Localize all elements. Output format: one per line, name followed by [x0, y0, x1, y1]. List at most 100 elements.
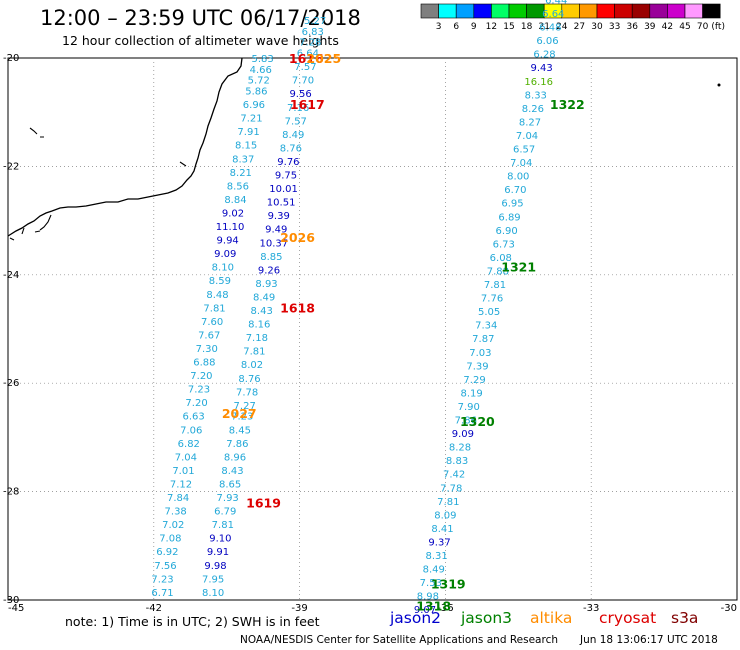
- legend-label: 70: [697, 22, 709, 32]
- wave-height-value: 6.79: [214, 507, 236, 518]
- satellite-jason3: jason3: [461, 609, 513, 627]
- pass-hour-label: 1618: [280, 300, 315, 315]
- wave-height-value: 6.64: [542, 9, 564, 20]
- wave-height-value: 7.81: [203, 303, 225, 314]
- wave-height-value: 6.70: [504, 185, 526, 196]
- coastline-path: [7, 57, 243, 237]
- wave-height-value: 6.82: [178, 439, 200, 450]
- wave-height-value: 8.43: [251, 306, 273, 317]
- wave-height-value: 7.29: [463, 375, 485, 386]
- wave-height-value: 8.33: [525, 90, 547, 101]
- wave-height-value: 7.23: [188, 385, 210, 396]
- pass-hour-label: 2025: [306, 51, 341, 66]
- wave-height-value: 9.91: [207, 547, 229, 558]
- lat-tick-label: -28: [3, 487, 19, 498]
- wave-height-value: 6.88: [193, 358, 215, 369]
- wave-height-value: 8.65: [219, 479, 241, 490]
- wave-height-value: 7.42: [443, 470, 465, 481]
- pass-hour-label: 1616: [289, 51, 324, 66]
- wave-height-value: 5.86: [245, 87, 267, 98]
- wave-height-value: 8.84: [224, 195, 246, 206]
- legend-label: 3: [436, 22, 442, 32]
- wave-height-value: 7.87: [472, 334, 494, 345]
- wave-height-value: 7.81: [212, 520, 234, 531]
- lat-lon-grid: -20-22-24-26-28-30-45 -42 -39 -36 -33 -30: [3, 53, 738, 614]
- color-legend: 3 6 9 12 15 18 21 24 27 30 33 36 39 42 45 70 (ft): [420, 3, 725, 32]
- wave-height-value: 8.56: [227, 181, 249, 192]
- legend-label: 9: [471, 22, 477, 32]
- wave-height-value: 8.49: [423, 565, 445, 576]
- wave-height-value: 7.88: [487, 266, 509, 277]
- pass-hour-label: 1318: [416, 598, 451, 613]
- wave-height-value: 9.09: [214, 249, 236, 260]
- wave-height-value: 6.83: [302, 27, 324, 38]
- wave-height-value: 7.04: [510, 158, 532, 169]
- lon-tick-label: -42: [146, 603, 162, 614]
- wave-height-value: 7.81: [243, 347, 265, 358]
- wave-height-value: 7.01: [172, 466, 194, 477]
- satellite-cryosat: cryosat: [599, 609, 657, 627]
- page-subtitle: 12 hour collection of altimeter wave hei…: [62, 33, 339, 48]
- wave-height-value: 5.05: [478, 307, 500, 318]
- wave-height-value: 8.16: [248, 320, 270, 331]
- wave-height-value: 8.15: [235, 141, 257, 152]
- wave-height-value: 7.21: [240, 114, 262, 125]
- wave-height-value: 6.28: [533, 50, 555, 61]
- wave-height-value: 7.86: [455, 416, 477, 427]
- wave-height-value: 5.83: [252, 54, 274, 65]
- wave-height-value: 8.10: [212, 263, 234, 274]
- wave-height-value: 8.83: [446, 456, 468, 467]
- wave-height-value: 9.56: [289, 89, 311, 100]
- pass-hour-label: 1322: [550, 97, 585, 112]
- wave-height-value: 8.02: [241, 360, 263, 371]
- pass-hour-label: 2027: [222, 406, 257, 421]
- legend-label: 18: [521, 22, 533, 32]
- wave-height-value: 7.02: [162, 520, 184, 531]
- lon-tick-label: -45: [8, 603, 24, 614]
- lat-tick-label: -22: [3, 161, 19, 172]
- wave-height-value: 7.03: [469, 348, 491, 359]
- pass-hour-label: 1617: [290, 97, 325, 112]
- wave-height-value: 7.08: [159, 534, 181, 545]
- wave-height-value: 8.76: [238, 374, 260, 385]
- legend-swatch: [649, 3, 668, 19]
- wave-height-value: 6.06: [536, 36, 558, 47]
- lat-tick-label: -24: [3, 270, 19, 281]
- wave-height-value: 7.90: [458, 402, 480, 413]
- wave-height-value: 5.27: [304, 16, 326, 27]
- legend-swatch: [508, 3, 527, 19]
- coastline: [7, 57, 721, 241]
- wave-height-value: 7.12: [170, 479, 192, 490]
- wave-height-value: 7.16: [287, 103, 309, 114]
- wave-height-value: 6.73: [493, 239, 515, 250]
- legend-label: 6: [453, 22, 459, 32]
- wave-height-value: 8.45: [229, 425, 251, 436]
- lon-tick-label: -39: [291, 603, 307, 614]
- legend-swatch: [596, 3, 615, 19]
- wave-height-value: 7.04: [175, 452, 197, 463]
- wave-height-value: 6.92: [156, 547, 178, 558]
- legend-swatch: [420, 3, 439, 19]
- wave-height-value: 7.20: [185, 398, 207, 409]
- wave-height-value: 6.63: [183, 412, 205, 423]
- wave-height-value: 8.93: [255, 279, 277, 290]
- wave-height-value: 6.48: [539, 23, 561, 34]
- wave-height-value: 8.27: [519, 117, 541, 128]
- wave-height-value: 8.10: [202, 588, 224, 599]
- wave-height-value: 9.09: [452, 429, 474, 440]
- wave-height-value: 7.67: [198, 330, 220, 341]
- wave-height-value: 7.30: [196, 344, 218, 355]
- wave-height-value: 7.91: [237, 127, 259, 138]
- wave-height-value: 7.28: [299, 38, 321, 49]
- wave-height-value: 7.18: [246, 333, 268, 344]
- wave-height-value: 8.59: [209, 276, 231, 287]
- legend-label: 45: [679, 22, 690, 32]
- footnote: note: 1) Time is in UTC; 2) SWH is in fe…: [65, 614, 320, 629]
- wave-height-value: 9.49: [265, 225, 287, 236]
- pass-hour-label: 1619: [246, 495, 281, 510]
- pass-hour-label: 2026: [280, 230, 315, 245]
- wave-height-value: 7.93: [217, 493, 239, 504]
- wave-height-value: 8.48: [206, 290, 228, 301]
- legend-swatch: [579, 3, 598, 19]
